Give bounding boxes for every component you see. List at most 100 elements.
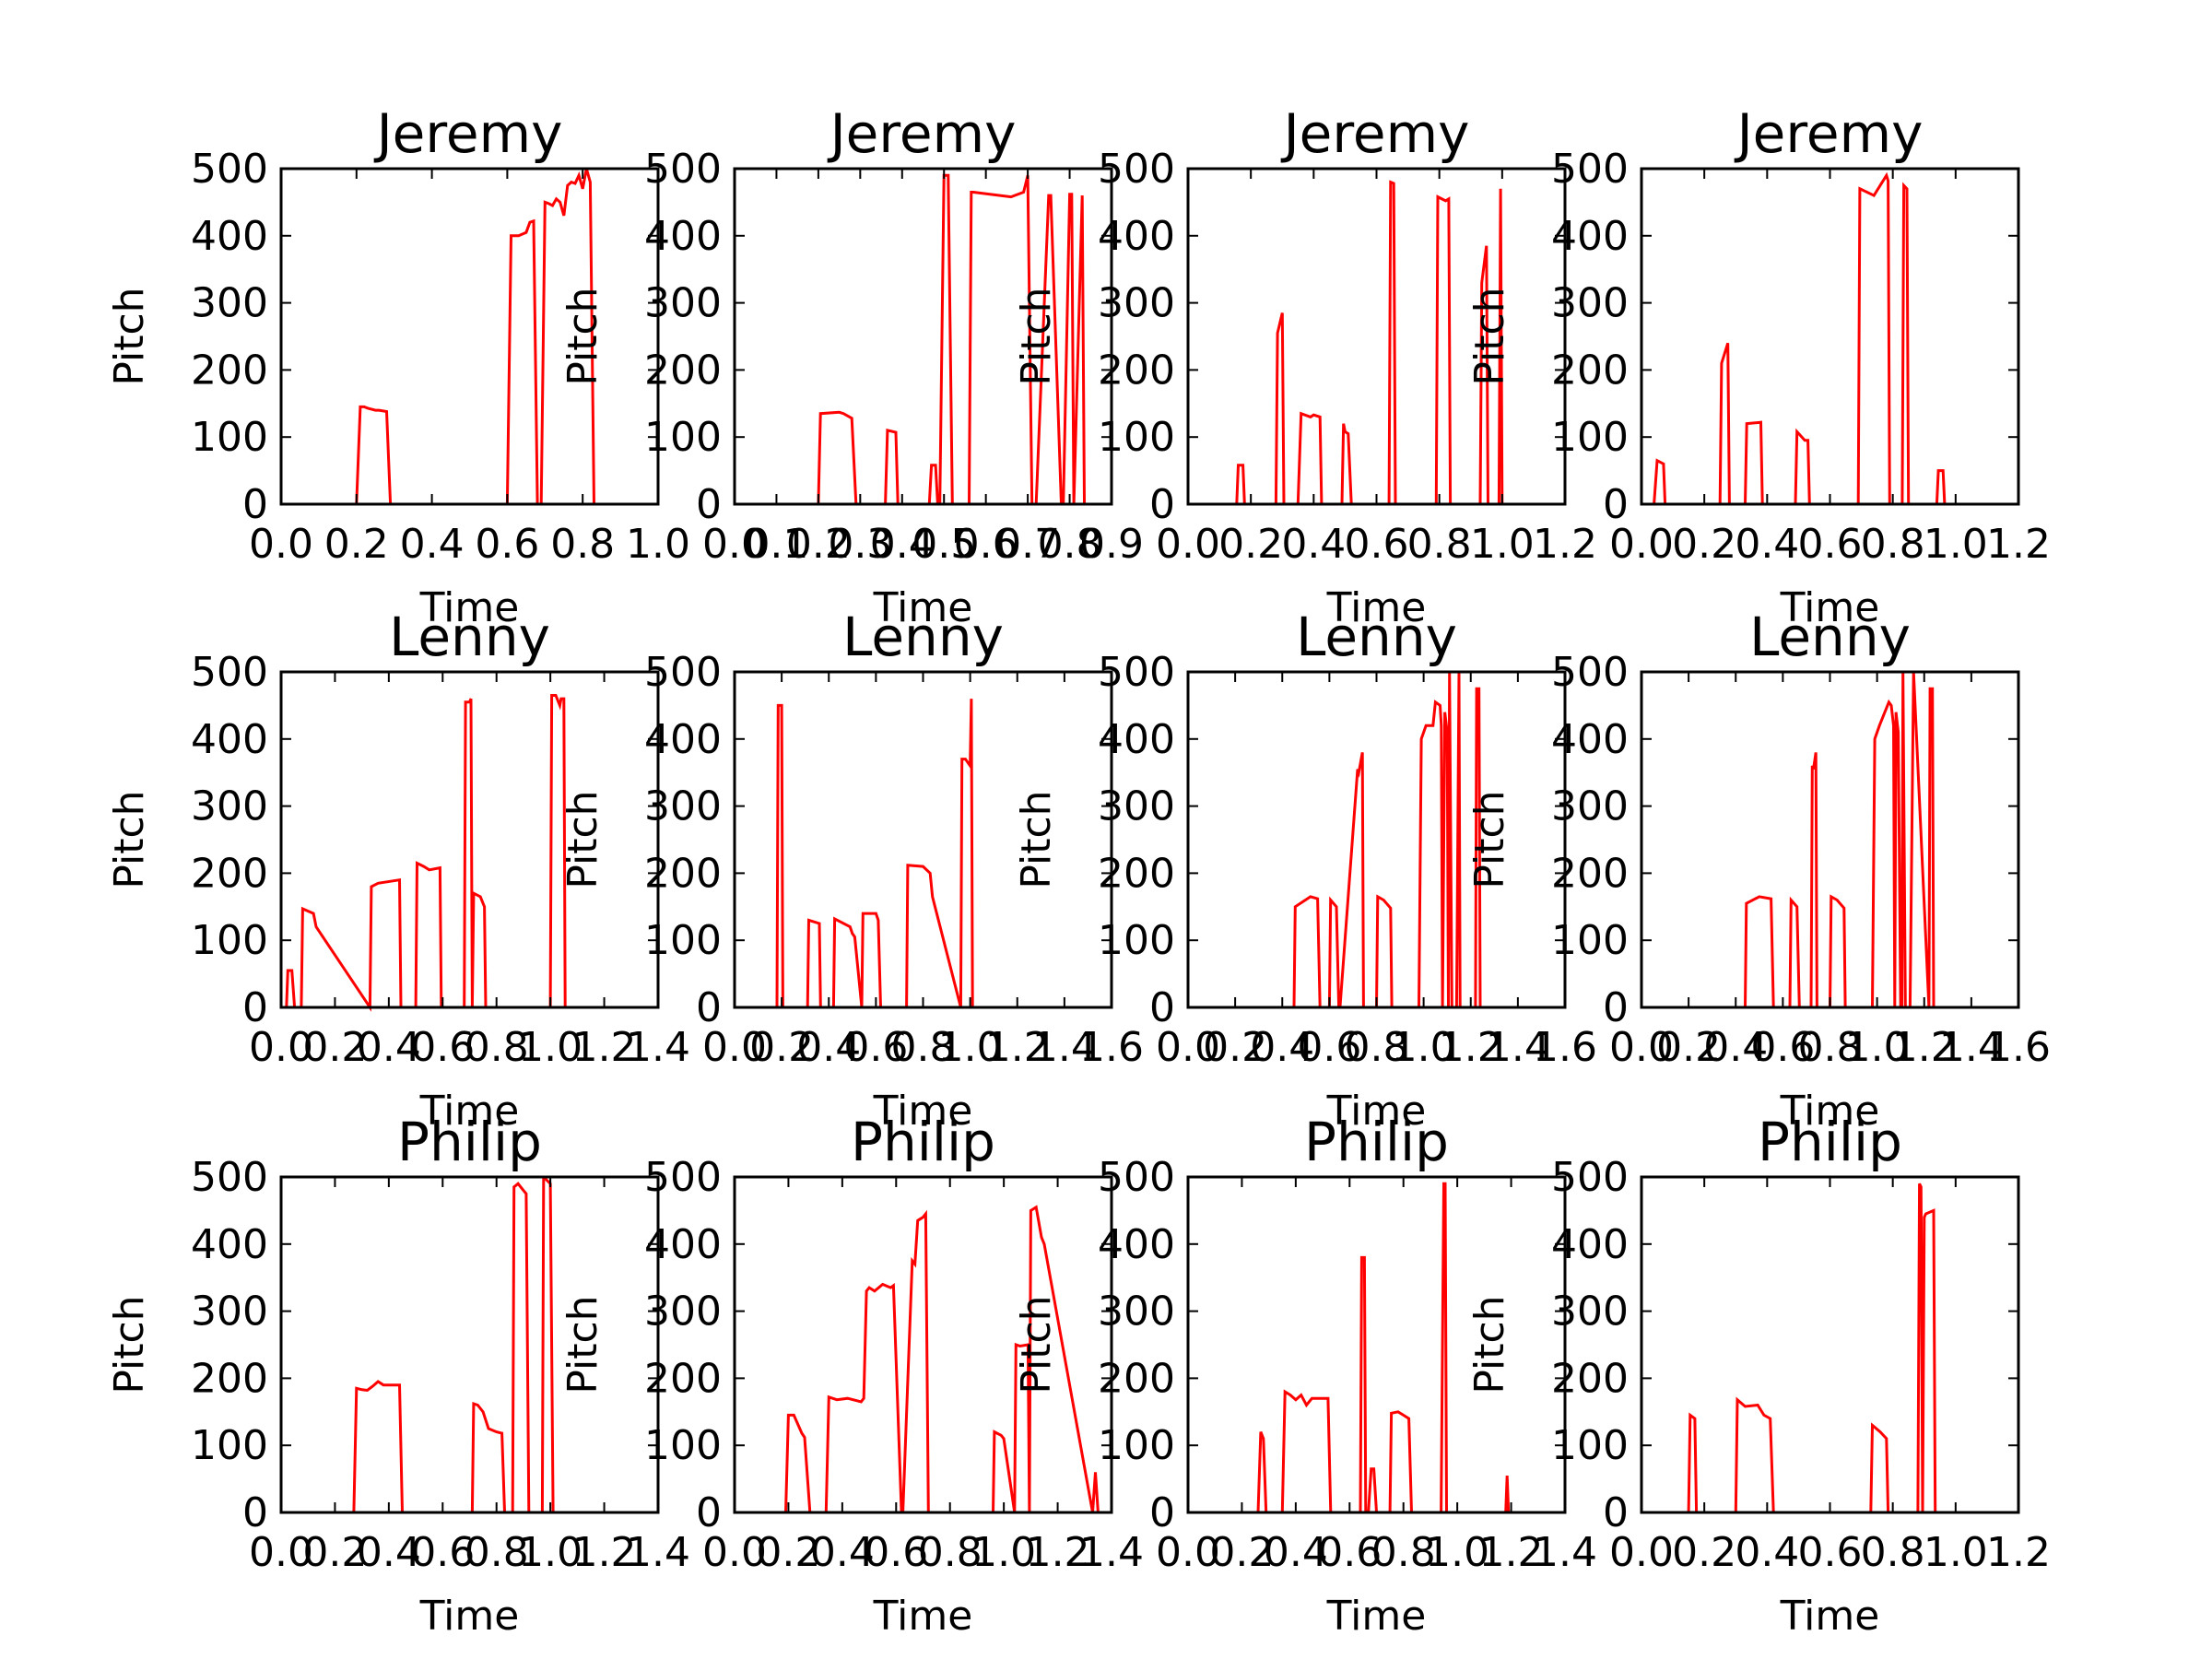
subplot-2: 0.00.10.20.30.40.50.60.70.80.9 0 100 200 300…	[559, 102, 1144, 631]
x-tick-label: 0.6	[864, 1529, 928, 1576]
x-axis-label: Time	[1326, 584, 1427, 631]
x-tick-label: 0.6	[1317, 1529, 1382, 1576]
y-tick-label: 300	[644, 783, 722, 830]
y-tick-label: 300	[644, 280, 722, 327]
y-tick-label: 400	[1098, 716, 1175, 763]
x-tick-label: 1.0	[938, 1024, 1003, 1071]
plot-frame	[279, 670, 660, 1009]
x-tick-label: 0.7	[995, 521, 1060, 568]
subplot-title: Jeremy	[828, 102, 1017, 165]
y-tick-label: 500	[1098, 649, 1175, 696]
x-tick-label: 0.8	[918, 1529, 982, 1576]
x-tick-label: 0.6	[1750, 1024, 1815, 1071]
y-axis-label: Pitch	[1466, 1295, 1513, 1394]
x-axis-label: Time	[419, 1088, 520, 1135]
x-tick-label: 0.2	[1203, 1024, 1267, 1071]
x-tick-label: 0.4	[1264, 1529, 1328, 1576]
x-tick-label: 0.9	[1079, 521, 1144, 568]
x-axis-label: Time	[873, 584, 973, 631]
x-tick-label: 0.6	[1297, 1024, 1361, 1071]
pitch-line	[1235, 180, 1504, 506]
y-tick-label: 200	[1098, 850, 1175, 897]
x-tick-label: 0.4	[1735, 1529, 1799, 1576]
x-tick-label: 1.4	[1032, 1024, 1097, 1071]
y-tick-label: 400	[1551, 1221, 1629, 1268]
y-tick-label: 200	[191, 347, 268, 394]
x-tick-label: 1.2	[1533, 521, 1597, 568]
y-tick-label: 500	[644, 146, 722, 193]
y-axis-label: Pitch	[1013, 287, 1060, 385]
x-tick-label: 1.4	[626, 1529, 690, 1576]
x-tick-label: 0.8	[1371, 1529, 1436, 1576]
y-axis-label: Pitch	[106, 790, 153, 888]
x-tick-label: 0.0	[1609, 1529, 1674, 1576]
x-tick-label: 0.4	[1281, 521, 1346, 568]
y-tick-label: 300	[191, 783, 268, 830]
x-tick-label: 0.0	[249, 521, 313, 568]
y-tick-label: 0	[1603, 984, 1629, 1031]
y-tick-label: 500	[644, 1154, 722, 1201]
y-tick-label: 400	[1551, 213, 1629, 260]
y-tick-label: 400	[1551, 716, 1629, 763]
subplot-title: Jeremy	[1735, 102, 1924, 165]
y-tick-label: 0	[696, 1489, 722, 1536]
y-axis-label: Pitch	[1466, 790, 1513, 888]
x-tick-label: 0.0	[249, 1024, 313, 1071]
x-tick-label: 0.6	[1345, 521, 1409, 568]
subplot-6: 0.00.20.40.60.81.01.21.41.60100200300400…	[559, 606, 1144, 1135]
x-tick-label: 0.8	[465, 1024, 529, 1071]
subplot-title: Philip	[851, 1111, 995, 1173]
x-tick-label: 0.2	[1209, 1529, 1274, 1576]
y-axis-label: Pitch	[106, 287, 153, 385]
y-tick-label: 100	[1098, 1422, 1175, 1469]
x-tick-label: 0.0	[249, 1529, 313, 1576]
y-tick-label: 200	[1098, 347, 1175, 394]
y-tick-label: 0	[1149, 984, 1175, 1031]
y-tick-label: 300	[1098, 1288, 1175, 1335]
y-tick-label: 300	[1098, 783, 1175, 830]
x-axis-label: Time	[1326, 1593, 1427, 1640]
y-axis-label: Pitch	[1013, 790, 1060, 888]
y-tick-label: 0	[242, 984, 268, 1031]
x-tick-label: 0.6	[1798, 1529, 1863, 1576]
x-tick-label: 0.0	[1609, 521, 1674, 568]
subplot-title: Jeremy	[374, 102, 563, 165]
y-tick-label: 200	[644, 347, 722, 394]
y-tick-label: 100	[644, 1422, 722, 1469]
subplot-title: Philip	[1304, 1111, 1449, 1173]
subplot-10: 0.00.20.40.60.81.01.21.40100200300400500…	[559, 1111, 1144, 1640]
y-tick-label: 400	[644, 716, 722, 763]
subplot-title: Jeremy	[1281, 102, 1470, 165]
subplot-title: Lenny	[389, 606, 550, 668]
x-tick-label: 1.0	[1392, 1024, 1456, 1071]
y-tick-label: 400	[1098, 1221, 1175, 1268]
y-axis-label: Pitch	[559, 1295, 606, 1394]
y-tick-label: 300	[191, 280, 268, 327]
x-tick-label: 1.0	[1845, 1024, 1910, 1071]
y-tick-label: 300	[1551, 280, 1629, 327]
x-tick-label: 1.2	[1986, 1529, 2051, 1576]
y-tick-label: 500	[191, 146, 268, 193]
pitch-line	[1653, 171, 1947, 506]
y-tick-label: 100	[191, 1422, 268, 1469]
x-axis-label: Time	[873, 1088, 973, 1135]
x-tick-label: 1.0	[971, 1529, 1036, 1576]
x-tick-label: 0.0	[1156, 1529, 1220, 1576]
x-tick-label: 0.2	[1672, 521, 1736, 568]
y-axis-label: Pitch	[106, 1295, 153, 1394]
y-tick-label: 100	[1551, 414, 1629, 461]
x-tick-label: 1.0	[1924, 1529, 1988, 1576]
y-axis-label: Pitch	[1013, 1295, 1060, 1394]
x-tick-label: 1.2	[1892, 1024, 1957, 1071]
y-tick-label: 400	[644, 1221, 722, 1268]
y-tick-label: 200	[1551, 347, 1629, 394]
x-tick-label: 0.8	[1798, 1024, 1863, 1071]
x-tick-label: 1.6	[1986, 1024, 2051, 1071]
y-tick-label: 200	[191, 1355, 268, 1402]
subplot-title: Philip	[1758, 1111, 1902, 1173]
y-tick-label: 0	[696, 984, 722, 1031]
y-tick-label: 0	[242, 1489, 268, 1536]
x-tick-label: 0.4	[810, 1529, 875, 1576]
